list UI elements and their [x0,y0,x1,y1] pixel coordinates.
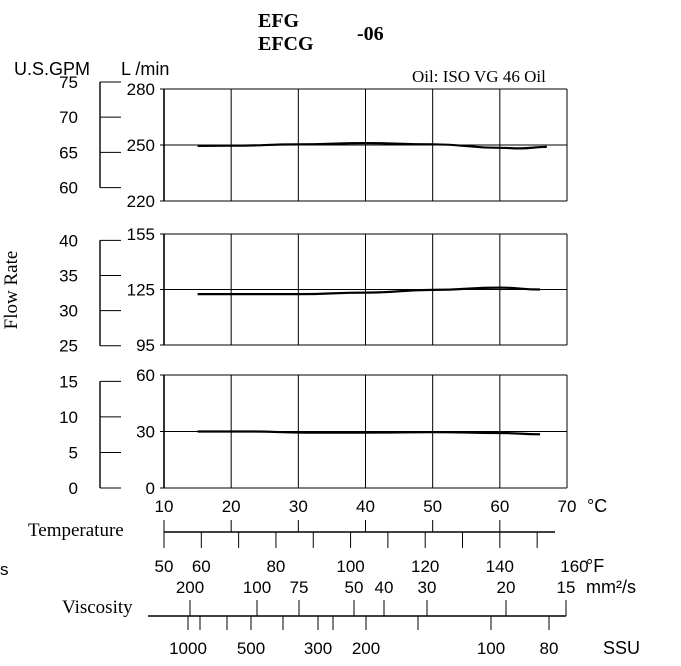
viscosity-label: Viscosity [62,597,133,618]
temperature-label: Temperature [28,520,124,541]
flow-rate-label: Flow Rate [1,251,22,330]
ssu-tick-label: 80 [540,639,559,658]
lpm-tick-label: 125 [127,281,155,300]
celsius-tick-label: 40 [356,497,375,516]
bottom-scales: 10 20 30 40 50 60 70 50 60 80 100 120 140 160 200 100 75… [148,497,589,658]
fahrenheit-tick-label: 80 [266,557,285,576]
celsius-tick-label: 70 [558,497,577,516]
gpm-tick-label: 65 [59,143,78,162]
fahrenheit-tick-label: 50 [155,557,174,576]
panel-2: 155 125 95 40 35 30 25 [59,225,568,356]
gpm-tick-label: 5 [69,443,78,462]
flow-curve [197,430,541,436]
lpm-tick-label: 250 [127,136,155,155]
gpm-tick-label: 60 [59,179,78,198]
title-suffix: -06 [357,23,384,45]
celsius-tick-label: 20 [222,497,241,516]
lpm-tick-label: 30 [136,423,155,442]
mm2s-tick-label: 50 [345,578,364,597]
lpm-tick-label: 95 [136,336,155,355]
celsius-tick-label: 10 [155,497,174,516]
lpm-unit-label: L /min [121,59,169,79]
oil-label: Oil: ISO VG 46 Oil [412,67,546,86]
gpm-unit-label: U.S.GPM [14,59,90,79]
celsius-tick-label: 30 [289,497,308,516]
flow-curve [197,141,547,150]
title-line1: EFG [258,10,300,32]
gpm-tick-label: 35 [59,266,78,285]
ssu-unit: SSU [603,638,640,658]
gpm-tick-label: 70 [59,108,78,127]
celsius-tick-label: 50 [423,497,442,516]
mm2s-tick-label: 200 [176,578,204,597]
flow-curve [197,286,541,296]
celsius-unit: °C [587,496,607,516]
title-line2: EFCG [258,33,314,55]
fahrenheit-tick-label: 160 [560,557,588,576]
gpm-tick-label: 75 [59,73,78,92]
gpm-tick-label: 15 [59,372,78,391]
fahrenheit-unit: °F [586,556,604,576]
ssu-tick-label: 200 [352,639,380,658]
cut-off-label: s [0,560,9,579]
lpm-tick-label: 280 [127,80,155,99]
gpm-tick-label: 30 [59,302,78,321]
panel-1: 280 250 220 75 70 65 60 [59,73,568,211]
mm2s-tick-label: 20 [497,578,516,597]
mm2s-tick-label: 100 [243,578,271,597]
ssu-tick-label: 100 [477,639,505,658]
ssu-tick-label: 1000 [169,639,207,658]
lpm-tick-label: 60 [136,366,155,385]
panels: 2802502207570656015512595403530256030015… [59,73,568,498]
fahrenheit-tick-label: 140 [486,557,514,576]
gpm-tick-label: 0 [69,479,78,498]
mm2s-unit: mm²/s [586,577,636,597]
fahrenheit-tick-label: 100 [336,557,364,576]
ssu-tick-label: 500 [237,639,265,658]
mm2s-tick-label: 15 [557,578,576,597]
lpm-tick-label: 155 [127,225,155,244]
mm2s-tick-label: 75 [290,578,309,597]
fahrenheit-tick-label: 120 [411,557,439,576]
gpm-tick-label: 25 [59,337,78,356]
gpm-tick-label: 10 [59,408,78,427]
lpm-tick-label: 220 [127,192,155,211]
lpm-tick-label: 0 [146,479,155,498]
mm2s-tick-label: 40 [375,578,394,597]
mm2s-tick-label: 30 [418,578,437,597]
gpm-tick-label: 40 [59,231,78,250]
fahrenheit-tick-label: 60 [192,557,211,576]
panel-3: 60 30 0 15 10 5 0 [59,366,568,498]
celsius-tick-label: 60 [490,497,509,516]
ssu-tick-label: 300 [304,639,332,658]
